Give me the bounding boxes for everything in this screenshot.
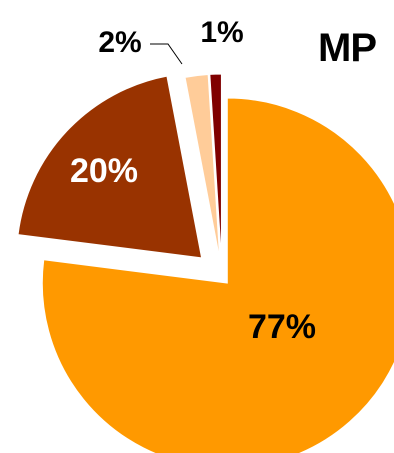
pie-slice-2 (184, 73, 221, 260)
pie-slice-77 (41, 97, 394, 453)
slice-label-20: 20% (70, 152, 138, 190)
slice-label-2: 2% (98, 26, 141, 59)
pie-slice-1 (209, 73, 222, 260)
slice-label-77: 77% (248, 308, 316, 346)
chart-title: MP (318, 26, 377, 70)
slice-label-1: 1% (200, 16, 243, 49)
pie-slice-20 (17, 75, 203, 259)
leader-line-2 (150, 43, 183, 65)
